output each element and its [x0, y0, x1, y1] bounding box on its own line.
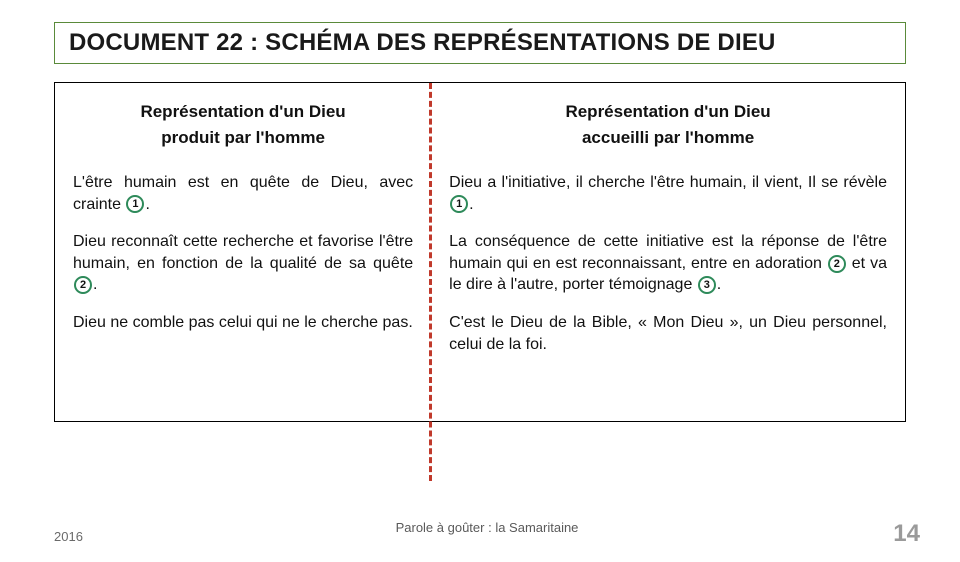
left-heading-line2: produit par l'homme: [161, 128, 325, 147]
left-para-1: L'être humain est en quête de Dieu, avec…: [73, 172, 413, 215]
left-p2-b: .: [93, 276, 97, 293]
content-box: Représentation d'un Dieu produit par l'h…: [54, 82, 906, 422]
left-para-3: Dieu ne comble pas celui qui ne le cherc…: [73, 312, 413, 334]
right-column: Représentation d'un Dieu accueilli par l…: [431, 99, 887, 405]
left-para-2: Dieu reconnaît cette recherche et favori…: [73, 231, 413, 296]
badge-3r: 3: [698, 276, 716, 294]
vertical-divider: [429, 83, 432, 481]
right-heading: Représentation d'un Dieu accueilli par l…: [449, 99, 887, 150]
badge-1r: 1: [450, 195, 468, 213]
left-p1-b: .: [145, 196, 149, 213]
document-title: DOCUMENT 22 : SCHÉMA DES REPRÉSENTATIONS…: [69, 29, 891, 57]
left-p1-a: L'être humain est en quête de Dieu, avec…: [73, 174, 413, 213]
title-bar: DOCUMENT 22 : SCHÉMA DES REPRÉSENTATIONS…: [54, 22, 906, 64]
right-p1-b: .: [469, 196, 473, 213]
left-heading: Représentation d'un Dieu produit par l'h…: [73, 99, 413, 150]
footer-center: Parole à goûter : la Samaritaine: [396, 520, 579, 535]
footer-page-number: 14: [893, 520, 920, 548]
right-p2-a: La conséquence de cette initiative est l…: [449, 233, 887, 272]
right-para-1: Dieu a l'initiative, il cherche l'être h…: [449, 172, 887, 215]
right-para-2: La conséquence de cette initiative est l…: [449, 231, 887, 296]
badge-1: 1: [126, 195, 144, 213]
badge-2r: 2: [828, 255, 846, 273]
left-p2-a: Dieu reconnaît cette recherche et favori…: [73, 233, 413, 272]
footer-year: 2016: [54, 529, 83, 544]
right-para-3: C'est le Dieu de la Bible, « Mon Dieu »,…: [449, 312, 887, 355]
left-heading-line1: Représentation d'un Dieu: [140, 102, 345, 121]
right-heading-line2: accueilli par l'homme: [582, 128, 754, 147]
left-column: Représentation d'un Dieu produit par l'h…: [73, 99, 431, 405]
right-p2-b: .: [717, 276, 721, 293]
right-heading-line1: Représentation d'un Dieu: [565, 102, 770, 121]
right-p1-a: Dieu a l'initiative, il cherche l'être h…: [449, 174, 887, 191]
footer: 2016 Parole à goûter : la Samaritaine 14: [54, 520, 920, 548]
badge-2: 2: [74, 276, 92, 294]
